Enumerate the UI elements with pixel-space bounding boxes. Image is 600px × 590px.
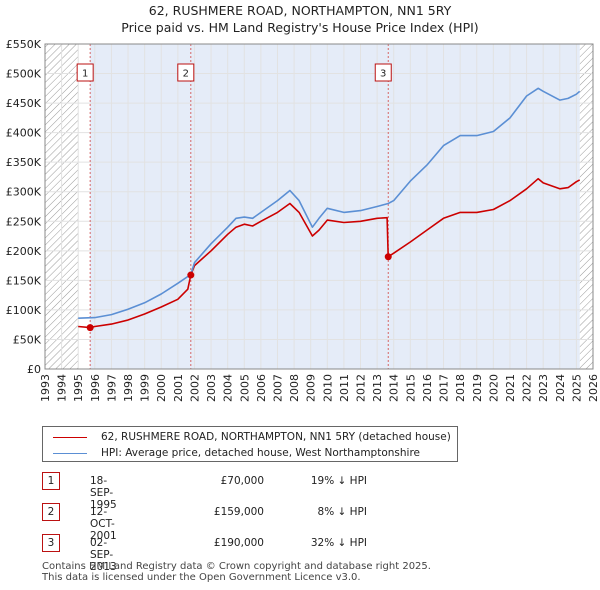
- x-tick-label: 2012: [355, 374, 368, 402]
- price-chart: 1 2 3 £0 £50K £100K £150K £200K £250K £300K £350K…: [6, 38, 600, 402]
- sale-badge: 3: [42, 534, 60, 552]
- y-tick-label: £150K: [6, 274, 42, 287]
- sale-number-box: [177, 63, 195, 82]
- sale-hpi-diff: 32% ↓ HPI: [310, 537, 367, 549]
- ownership-band: [190, 44, 389, 369]
- x-tick-label: 2024: [554, 374, 567, 402]
- x-tick-label: 2005: [238, 374, 251, 402]
- sale-number-box: [76, 63, 94, 82]
- x-tick-label: 2013: [371, 374, 384, 402]
- sale-number-label: 3: [380, 69, 386, 80]
- y-tick-label: £0: [27, 363, 41, 376]
- x-tick-label: 2003: [205, 374, 218, 402]
- y-tick-label: £350K: [6, 156, 42, 169]
- footer-attribution: Contains HM Land Registry data © Crown c…: [42, 561, 431, 583]
- sale-price: £70,000: [220, 475, 264, 487]
- sale-date: 18-SEP-1995: [90, 475, 117, 511]
- title-line-1: 62, RUSHMERE ROAD, NORTHAMPTON, NN1 5RY: [148, 3, 452, 18]
- x-tick-label: 2009: [305, 374, 318, 402]
- legend-item-property: 62, RUSHMERE ROAD, NORTHAMPTON, NN1 5RY …: [53, 429, 451, 445]
- x-tick-label: 2025: [570, 374, 583, 402]
- ownership-band: [388, 44, 580, 369]
- x-tick-label: 1999: [139, 374, 152, 402]
- x-tick-label: 1996: [89, 374, 102, 402]
- plot-frame: [44, 43, 594, 370]
- legend-label-property: 62, RUSHMERE ROAD, NORTHAMPTON, NN1 5RY …: [101, 431, 451, 443]
- sale-point: [187, 271, 195, 279]
- x-tick-label: 2011: [338, 374, 351, 402]
- x-tick-label: 2000: [155, 374, 168, 402]
- legend-item-hpi: HPI: Average price, detached house, West…: [53, 445, 420, 461]
- sale-markers-layer: 1 2 3: [76, 63, 392, 332]
- x-tick-label: 1994: [56, 374, 69, 402]
- legend-swatch-hpi: [53, 452, 87, 454]
- x-tick-label: 2007: [271, 374, 284, 402]
- y-tick-label: £500K: [6, 68, 42, 81]
- sale-hpi-diff: 19% ↓ HPI: [310, 475, 367, 487]
- sale-badge: 2: [42, 503, 60, 521]
- sale-price: £159,000: [213, 506, 264, 518]
- sale-number-box: [374, 63, 392, 82]
- sale-hpi-diff: 8% ↓ HPI: [317, 506, 367, 518]
- x-tick-label: 1997: [105, 374, 118, 402]
- sale-point: [86, 324, 94, 332]
- x-tick-label: 2020: [487, 374, 500, 402]
- y-tick-label: £250K: [6, 215, 42, 228]
- x-tick-label: 2014: [388, 374, 401, 402]
- x-tick-label: 2008: [288, 374, 301, 402]
- series-layer: [78, 87, 581, 329]
- chart-title: 62, RUSHMERE ROAD, NORTHAMPTON, NN1 5RY …: [0, 2, 600, 36]
- ownership-band: [90, 44, 191, 369]
- x-tick-label: 2023: [537, 374, 550, 402]
- footer-line-1: Contains HM Land Registry data © Crown c…: [42, 561, 431, 572]
- y-tick-label: £100K: [6, 304, 42, 317]
- y-tick-label: £550K: [6, 38, 42, 51]
- legend: 62, RUSHMERE ROAD, NORTHAMPTON, NN1 5RY …: [42, 426, 458, 462]
- sale-date: 12-OCT-2001: [90, 506, 117, 542]
- y-tick-label: £400K: [6, 127, 42, 140]
- title-line-2: Price paid vs. HM Land Registry's House …: [121, 20, 479, 35]
- legend-label-hpi: HPI: Average price, detached house, West…: [101, 447, 420, 459]
- y-tick-label: £50K: [13, 333, 42, 346]
- series-line-hpi: [78, 87, 581, 319]
- x-tick-label: 2006: [255, 374, 268, 402]
- x-tick-label: 2016: [421, 374, 434, 402]
- x-tick-label: 2001: [172, 374, 185, 402]
- y-tick-label: £200K: [6, 245, 42, 258]
- sale-bands-layer: [45, 44, 593, 369]
- x-tick-label: 2002: [188, 374, 201, 402]
- sale-date: 02-SEP-2013: [90, 537, 117, 573]
- footer-line-2: This data is licensed under the Open Gov…: [42, 572, 361, 583]
- x-tick-label: 2004: [222, 374, 235, 402]
- sale-point: [384, 253, 392, 261]
- sale-number-label: 1: [82, 69, 88, 80]
- series-line-property: [78, 177, 581, 329]
- x-tick-label: 2015: [404, 374, 417, 402]
- y-tick-label: £450K: [6, 97, 42, 110]
- y-tick-label: £300K: [6, 186, 42, 199]
- sale-price: £190,000: [213, 537, 264, 549]
- legend-swatch-property: [53, 436, 87, 438]
- x-tick-label: 1995: [72, 374, 85, 402]
- x-tick-label: 2017: [438, 374, 451, 402]
- x-tick-label: 2021: [504, 374, 517, 402]
- sale-number-label: 2: [183, 69, 189, 80]
- x-tick-label: 2018: [454, 374, 467, 402]
- x-tick-label: 2026: [587, 374, 600, 402]
- x-tick-label: 1998: [122, 374, 135, 402]
- x-tick-label: 2022: [521, 374, 534, 402]
- axes-layer: £0 £50K £100K £150K £200K £250K £300K £350K £400…: [6, 38, 600, 402]
- x-tick-label: 1993: [39, 374, 52, 402]
- sale-badge: 1: [42, 472, 60, 490]
- no-data-hatch-right: [579, 44, 593, 369]
- x-tick-label: 2019: [471, 374, 484, 402]
- x-tick-label: 2010: [321, 374, 334, 402]
